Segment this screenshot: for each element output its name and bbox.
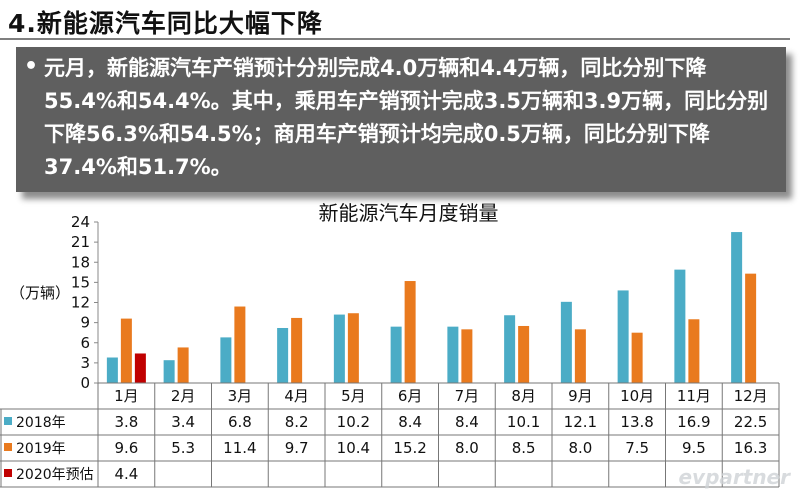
table-cell: 5.3 (171, 439, 195, 457)
y-tick-label: 9 (80, 314, 90, 332)
y-tick-label: 18 (71, 253, 90, 271)
bar-2018年-9月 (560, 301, 572, 383)
table-cell: 15.2 (393, 439, 426, 457)
table-cell: 4.4 (114, 465, 138, 483)
slide-title: 4.新能源汽车同比大幅下降 (8, 9, 323, 38)
table-cell: 8.5 (512, 439, 536, 457)
bar-2019年-2月 (177, 347, 189, 383)
bar-2019年-11月 (688, 319, 700, 383)
bar-2018年-8月 (504, 315, 516, 383)
title-divider (0, 38, 790, 40)
bar-2019年-5月 (347, 313, 359, 383)
bar-2018年-6月 (390, 326, 402, 383)
legend-key-2018年 (4, 417, 12, 425)
table-cell: 8.0 (455, 439, 479, 457)
x-tick-label: 11月 (677, 387, 711, 405)
x-tick-label: 10月 (620, 387, 654, 405)
x-tick-label: 6月 (398, 387, 423, 405)
table-cell: 3.8 (114, 413, 138, 431)
legend-label: 2019年 (16, 441, 66, 457)
legend-label: 2020年预估 (16, 467, 94, 483)
y-tick-label: 24 (71, 213, 90, 231)
bar-2019年-1月 (120, 318, 132, 383)
bar-2018年-12月 (731, 232, 743, 383)
table-cell: 7.5 (625, 439, 649, 457)
legend-key-2020年预估 (4, 469, 12, 477)
bar-2018年-10月 (617, 290, 629, 383)
table-cell: 10.1 (507, 413, 540, 431)
bar-2018年-1月 (106, 357, 118, 383)
table-cell: 22.5 (734, 413, 767, 431)
table-cell: 11.4 (223, 439, 256, 457)
bar-2018年-5月 (333, 314, 345, 383)
bar-2019年-4月 (291, 317, 303, 383)
table-cell: 8.4 (398, 413, 422, 431)
table-cell: 8.2 (285, 413, 309, 431)
x-tick-label: 3月 (228, 387, 253, 405)
bar-2018年-11月 (674, 269, 686, 383)
table-cell: 10.4 (337, 439, 370, 457)
bar-2019年-10月 (631, 332, 643, 383)
bar-2019年-6月 (404, 281, 416, 383)
bullet-dot-icon: • (24, 54, 39, 79)
bar-2018年-2月 (163, 360, 175, 383)
table-cell: 6.8 (228, 413, 252, 431)
legend-label: 2018年 (16, 415, 66, 431)
x-tick-label: 9月 (568, 387, 593, 405)
y-tick-label: 6 (80, 334, 90, 352)
table-cell: 3.4 (171, 413, 195, 431)
table-cell: 8.0 (568, 439, 592, 457)
x-tick-label: 8月 (511, 387, 536, 405)
bar-2018年-3月 (220, 337, 232, 383)
chart-title: 新能源汽车月度销量 (319, 201, 499, 225)
y-axis-label: （万辆） (10, 284, 70, 302)
watermark-logo: evpartner (678, 465, 790, 489)
bar-2019年-8月 (518, 325, 530, 383)
table-cell: 9.7 (285, 439, 309, 457)
y-tick-label: 3 (80, 354, 90, 372)
summary-text: 元月，新能源汽车产销预计分别完成4.0万辆和4.4万辆，同比分别下降55.4%和… (44, 56, 769, 179)
summary-box (16, 47, 786, 192)
x-tick-label: 4月 (284, 387, 309, 405)
table-cell: 12.1 (564, 413, 597, 431)
bar-2019年-9月 (574, 329, 586, 383)
table-cell: 16.3 (734, 439, 767, 457)
bar-2020年预估-1月 (134, 353, 146, 383)
y-tick-label: 21 (71, 233, 90, 251)
y-tick-label: 15 (71, 273, 90, 291)
table-cell: 16.9 (677, 413, 710, 431)
x-tick-label: 5月 (341, 387, 366, 405)
x-tick-label: 1月 (114, 387, 139, 405)
table-cell: 9.6 (114, 439, 138, 457)
bar-2019年-12月 (745, 273, 757, 383)
table-cell: 13.8 (620, 413, 653, 431)
table-cell: 9.5 (682, 439, 706, 457)
bar-2019年-7月 (461, 329, 473, 383)
x-tick-label: 2月 (171, 387, 196, 405)
x-tick-label: 12月 (734, 387, 768, 405)
bar-2019年-3月 (234, 306, 246, 383)
bar-2018年-7月 (447, 326, 459, 383)
bar-2018年-4月 (277, 327, 289, 383)
x-tick-label: 7月 (455, 387, 480, 405)
table-cell: 8.4 (455, 413, 479, 431)
y-tick-label: 12 (71, 294, 90, 312)
legend-key-2019年 (4, 443, 12, 451)
y-tick-label: 0 (80, 374, 90, 392)
table-cell: 10.2 (337, 413, 370, 431)
